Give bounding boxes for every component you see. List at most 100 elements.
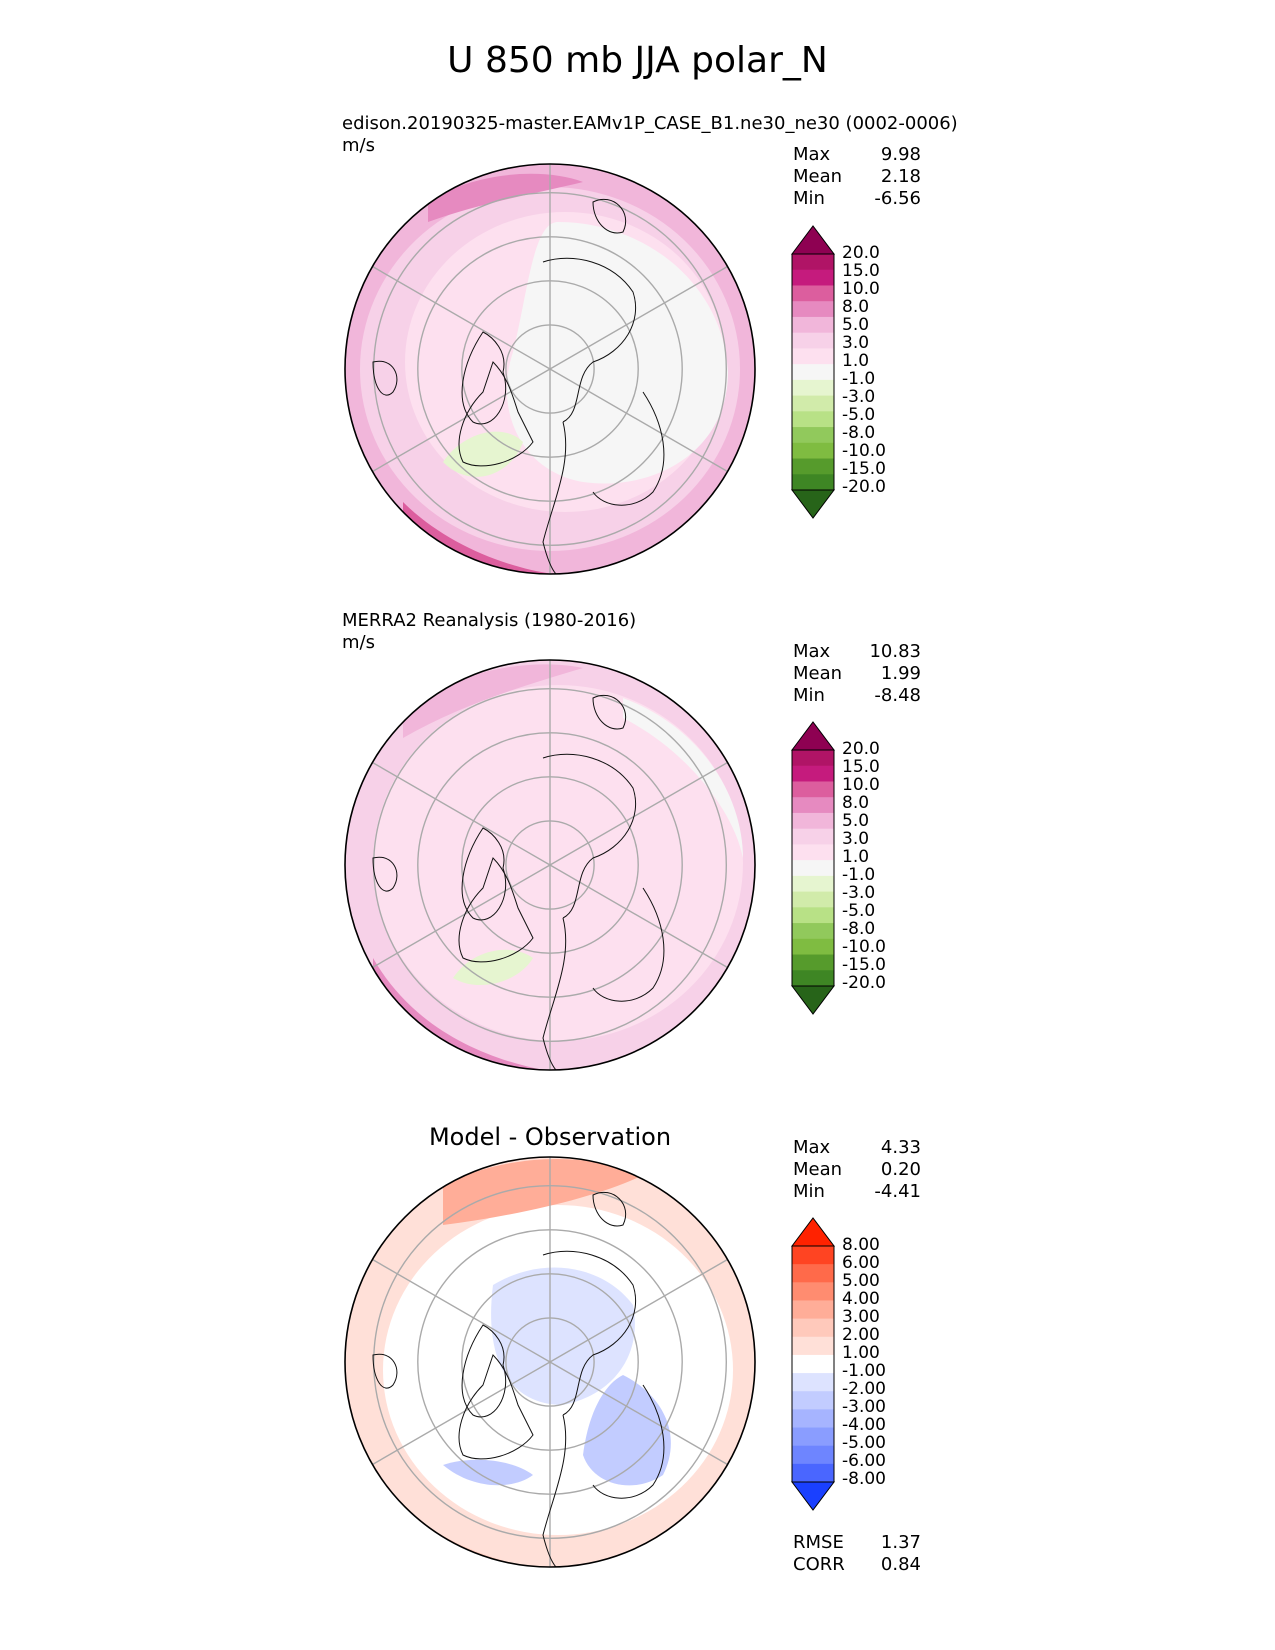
colorbar-tick: 20.0 [842, 243, 880, 263]
stat-label: Min [793, 1181, 825, 1202]
panel-2-title: MERRA2 Reanalysis (1980-2016) [342, 610, 637, 631]
colorbar-swatch [792, 1373, 834, 1392]
map-fill-strong-top [403, 664, 583, 738]
stat-label: Max [793, 144, 831, 165]
panel-1-polar-map [344, 163, 756, 575]
colorbar-swatch [792, 765, 834, 783]
colorbar-swatch [792, 364, 834, 381]
colorbar-tick: 10.0 [842, 279, 880, 299]
colorbar-tick: 5.00 [842, 1271, 880, 1291]
panel-2-colorbar: 20.0 15.0 10.0 8.0 5.0 3.0 1.0 -1.0 -3.0… [791, 720, 912, 1016]
map-fill-ring [373, 685, 743, 1041]
colorbar-swatch [792, 474, 834, 491]
colorbar-swatch [792, 1264, 834, 1283]
colorbar-tick: 1.00 [842, 1343, 880, 1363]
colorbar-swatch [792, 844, 834, 861]
colorbar-swatch [792, 316, 834, 334]
colorbar-swatch [792, 285, 834, 302]
coastlines [372, 1191, 665, 1567]
colorbar-swatch [792, 332, 834, 349]
colorbar-tick: 1.0 [842, 847, 870, 867]
meridian-line [372, 761, 551, 866]
stat-mean: 0.20 [880, 1159, 921, 1180]
panel-3-stats: Max 4.33 Mean 0.20 Min -4.41 [793, 1137, 921, 1203]
colorbar-swatch [792, 891, 834, 908]
panel-2-stats: Max 10.83 Mean 1.99 Min -8.48 [793, 641, 921, 707]
colorbar-tick: 8.0 [842, 793, 870, 813]
colorbar-tick: 3.0 [842, 829, 870, 849]
meridian-line [549, 761, 728, 866]
colorbar-extend-max [791, 1217, 835, 1247]
colorbar-swatch [792, 938, 834, 956]
colorbar-tick: -8.00 [842, 1469, 886, 1489]
stat-max: 10.83 [869, 641, 921, 662]
colorbar-tick: 8.00 [842, 1235, 880, 1255]
stat-label: Min [793, 188, 825, 209]
map-fill-negative-east [583, 1375, 671, 1486]
colorbar-swatch [792, 954, 834, 971]
lat-lon-grid [372, 660, 728, 1070]
map-fill-negative-west [443, 1459, 533, 1486]
colorbar-swatch [792, 1318, 834, 1338]
colorbar-tick: 3.00 [842, 1307, 880, 1327]
stat-label: Mean [793, 663, 843, 684]
colorbar-tick: -5.0 [842, 901, 876, 921]
colorbar-tick: 20.0 [842, 739, 880, 759]
colorbar-swatch [792, 750, 834, 767]
meridian-line [372, 1258, 551, 1363]
map-boundary [344, 659, 756, 1071]
colorbar-tick: 5.0 [842, 315, 870, 335]
colorbar-swatch [792, 1282, 834, 1302]
colorbar-extend-max [791, 225, 835, 255]
colorbar-tick: -8.0 [842, 423, 876, 443]
stat-mean: 1.99 [880, 663, 921, 684]
panel-1-colorbar: 20.0 15.0 10.0 8.0 5.0 3.0 1.0 -1.0 -3.0… [791, 224, 912, 520]
colorbar-swatch [792, 812, 834, 830]
colorbar-frame [791, 253, 835, 491]
colorbar-tick: -4.00 [842, 1415, 886, 1435]
colorbar-swatch [792, 348, 834, 365]
meridian-line [549, 1258, 728, 1363]
lat-lon-grid [372, 1157, 728, 1567]
panel-3-polar-map [344, 1156, 756, 1568]
colorbar-swatch [792, 411, 834, 428]
colorbar-swatch [792, 1354, 834, 1374]
colorbar-tick: -5.0 [842, 405, 876, 425]
panel-1-units: m/s [342, 135, 375, 156]
colorbar-swatch [792, 860, 834, 877]
meridian-line [372, 368, 551, 473]
stat-max: 4.33 [880, 1137, 921, 1158]
colorbar-swatch [792, 395, 834, 412]
colorbar-tick: -20.0 [842, 973, 886, 993]
colorbar-extend-max [791, 721, 835, 751]
meridian-line [372, 265, 551, 370]
stat-label: RMSE [793, 1532, 844, 1553]
colorbar-tick: -1.0 [842, 865, 876, 885]
meridian-line [372, 1361, 551, 1466]
map-fill-strong-top [443, 1158, 643, 1225]
colorbar-extend-min [791, 985, 835, 1015]
meridian-line [372, 864, 551, 969]
colorbar-tick: 5.0 [842, 811, 870, 831]
colorbar-tick: -15.0 [842, 459, 886, 479]
colorbar-swatch [792, 970, 834, 987]
map-fill-neutral [623, 698, 743, 858]
panel-3-colorbar: 8.00 6.00 5.00 4.00 3.00 2.00 1.00 -1.00… [791, 1216, 912, 1512]
colorbar-swatch [792, 1336, 834, 1356]
colorbar-swatch [792, 923, 834, 940]
colorbar-swatch [792, 254, 834, 271]
colorbar-swatch [792, 379, 834, 397]
stat-label: Max [793, 1137, 831, 1158]
stat-min: -6.56 [874, 188, 921, 209]
colorbar-tick: 15.0 [842, 261, 880, 281]
colorbar-swatch [792, 1427, 834, 1447]
panel-3-title: Model - Observation [428, 1123, 672, 1151]
colorbar-swatch [792, 1391, 834, 1410]
stat-label: Mean [793, 166, 843, 187]
colorbar-swatch [792, 875, 834, 893]
colorbar-tick: 8.0 [842, 297, 870, 317]
map-boundary [344, 163, 756, 575]
colorbar-tick: -6.00 [842, 1451, 886, 1471]
stat-min: -4.41 [874, 1181, 921, 1202]
colorbar-frame [791, 1245, 835, 1483]
